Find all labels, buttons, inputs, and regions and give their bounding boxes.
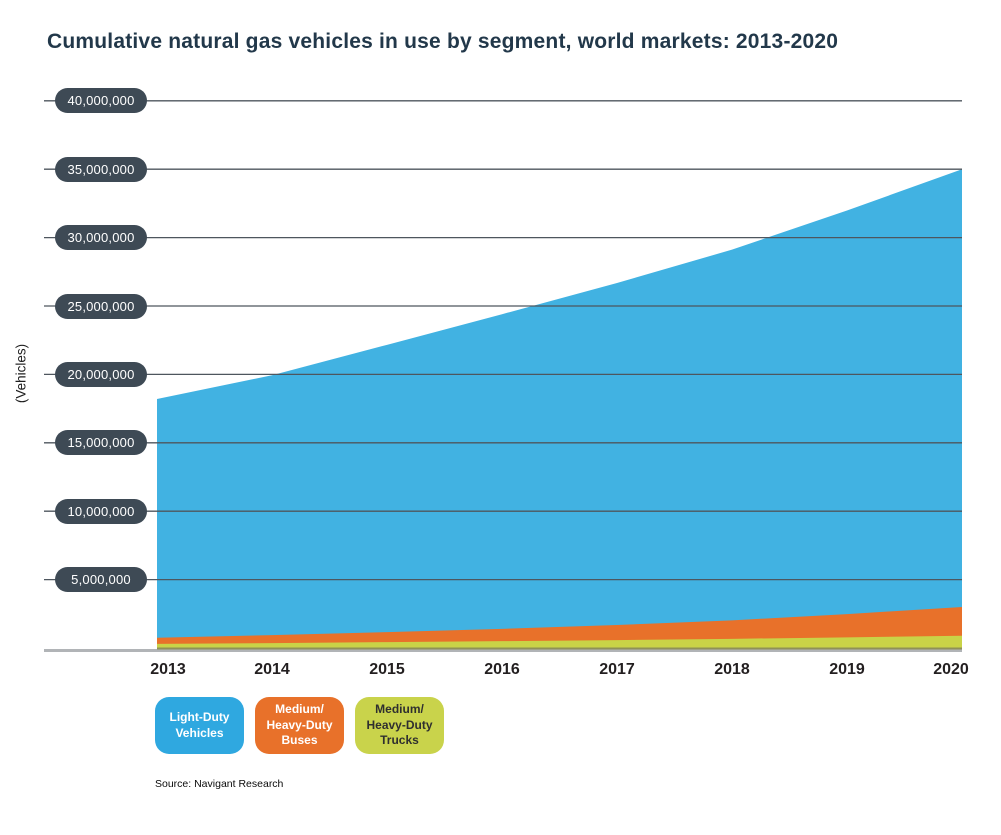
x-axis-label: 2013 (150, 661, 186, 678)
y-axis-tick-pill: 10,000,000 (55, 498, 147, 524)
y-axis-tick-pill: 25,000,000 (55, 293, 147, 319)
x-axis-label: 2014 (254, 661, 290, 678)
legend-button-label-line: Trucks (380, 733, 419, 748)
y-axis-tick-pill: 5,000,000 (55, 567, 147, 593)
x-axis-label: 2020 (933, 661, 969, 678)
area-medium-heavy-duty-buses (157, 606, 962, 648)
y-axis-tick-pill: 35,000,000 (55, 156, 147, 182)
x-axis-label: 2016 (484, 661, 520, 678)
legend-button-label-line: Medium/ (375, 702, 424, 717)
x-axis-label: 2015 (369, 661, 405, 678)
legend-button-medium-heavy-duty-trucks[interactable]: Medium/Heavy-Duty Trucks (355, 697, 444, 754)
x-axis-label: 2017 (599, 661, 635, 678)
x-axis-label: 2019 (829, 661, 865, 678)
chart-title: Cumulative natural gas vehicles in use b… (47, 30, 839, 53)
legend-button-label-line: Buses (281, 733, 318, 748)
x-axis-label: 2018 (714, 661, 750, 678)
legend-button-label-line: Heavy-Duty (266, 717, 333, 732)
area-light-duty-vehicles (157, 169, 962, 648)
legend-button-label-line: Heavy-Duty (366, 717, 433, 732)
y-axis-tick-pill: 20,000,000 (55, 361, 147, 387)
legend-button-label-line: Light-Duty (169, 709, 230, 724)
area-medium-heavy-duty-trucks (157, 635, 962, 648)
y-axis-tick-pill: 30,000,000 (55, 225, 147, 251)
y-axis-tick-pill: 40,000,000 (55, 88, 147, 114)
y-axis-tick-pill: 15,000,000 (55, 430, 147, 456)
legend-button-light-duty-vehicles[interactable]: Light-Duty Vehicles (155, 697, 244, 754)
source-note: Source: Navigant Research (155, 778, 284, 790)
legend-button-label-line: Vehicles (175, 725, 224, 740)
legend-button-medium-heavy-duty-buses[interactable]: Medium/Heavy-Duty Buses (255, 697, 344, 754)
legend-button-label-line: Medium/ (275, 702, 324, 717)
